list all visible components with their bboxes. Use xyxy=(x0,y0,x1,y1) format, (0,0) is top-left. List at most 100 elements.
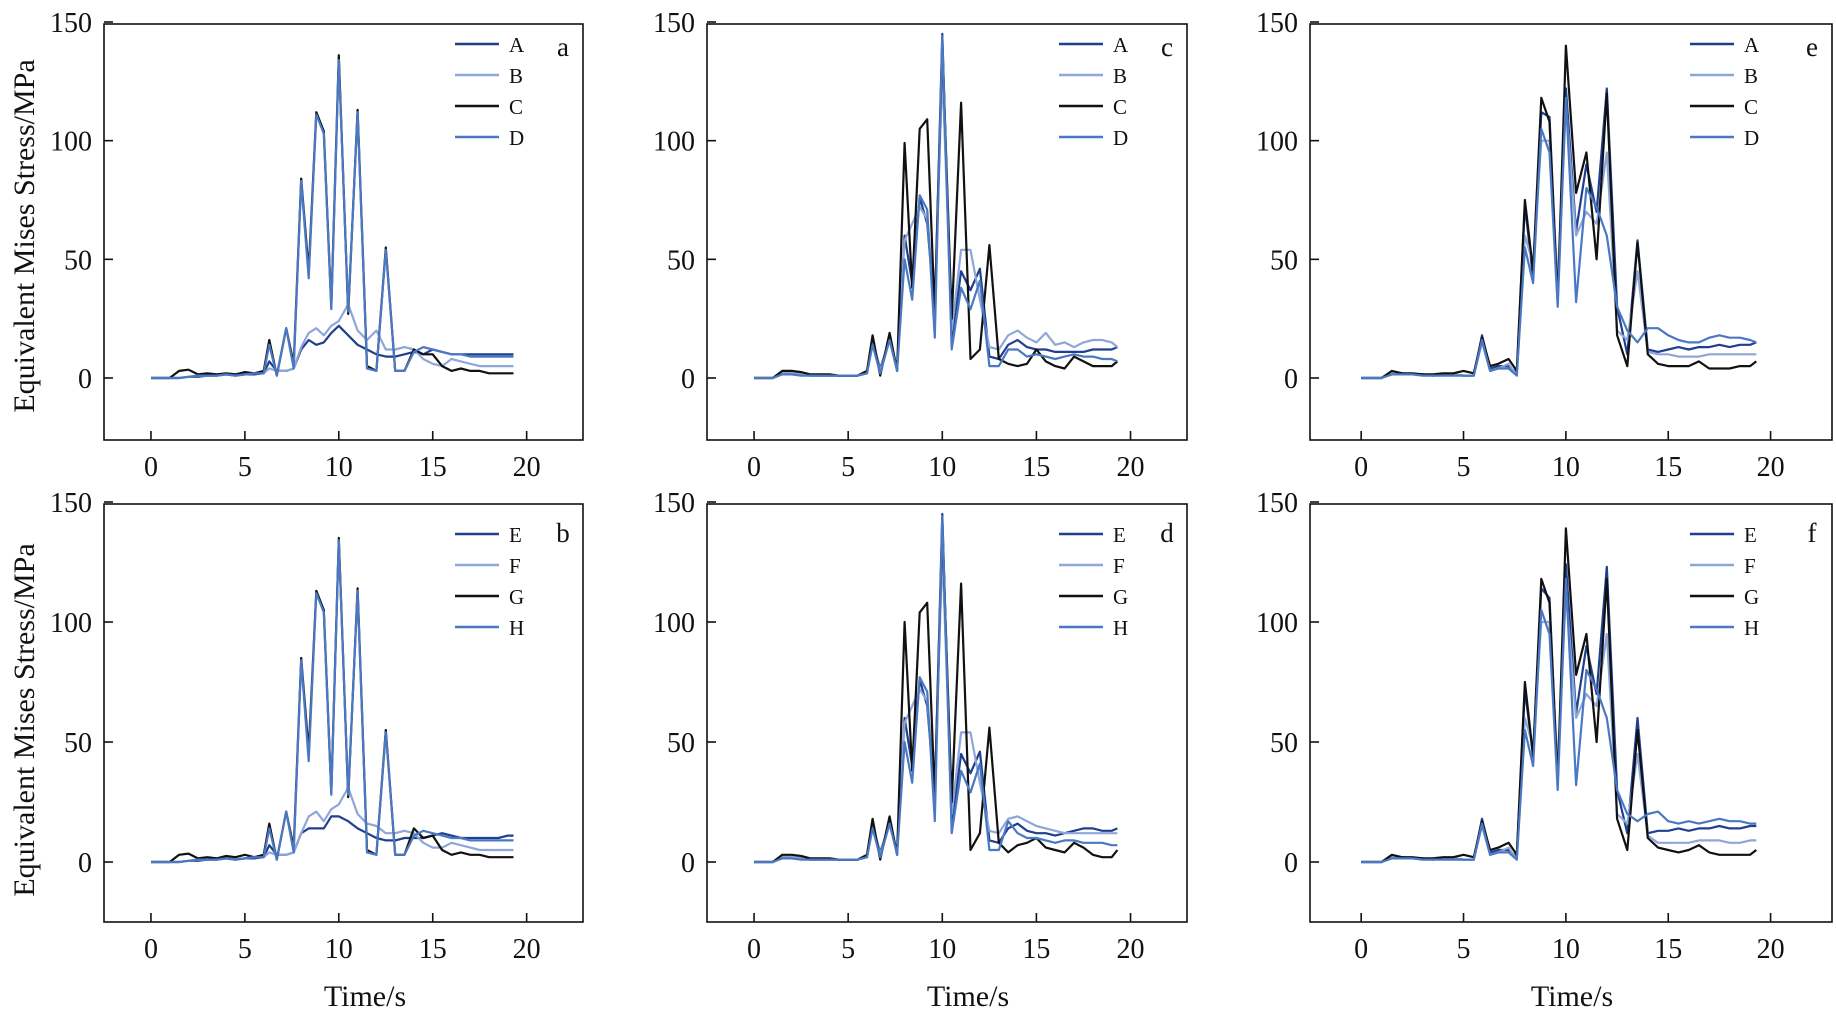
legend-label-g: G xyxy=(1744,585,1759,609)
series-line-c xyxy=(1361,44,1757,380)
legend-label-e: E xyxy=(1113,523,1126,547)
y-tick-label: 0 xyxy=(681,848,695,879)
y-tick-label: 50 xyxy=(667,728,695,759)
series-line-a xyxy=(1361,87,1757,380)
y-tick-label: 100 xyxy=(653,127,695,158)
y-tick-label: 150 xyxy=(653,8,695,39)
legend-label-f: F xyxy=(1744,554,1756,578)
x-tick-label: 5 xyxy=(1457,452,1471,483)
legend-label-g: G xyxy=(509,585,524,609)
x-tick-label: 20 xyxy=(513,452,541,483)
plot-frame xyxy=(706,23,1188,441)
legend-label-c: C xyxy=(1744,95,1758,119)
y-tick-label: 100 xyxy=(653,608,695,639)
x-tick-label: 10 xyxy=(928,934,956,965)
legend-label-b: B xyxy=(1744,64,1758,88)
x-tick-label: 20 xyxy=(1757,452,1785,483)
legend-label-a: A xyxy=(1113,33,1129,57)
x-tick-label: 15 xyxy=(1654,934,1682,965)
y-tick-label: 50 xyxy=(64,245,92,276)
x-tick-label: 0 xyxy=(1354,934,1368,965)
x-tick-label: 15 xyxy=(1022,452,1050,483)
series-line-h xyxy=(1361,577,1757,864)
x-tick-label: 20 xyxy=(1117,452,1145,483)
series-line-b xyxy=(151,303,514,380)
y-tick-label: 150 xyxy=(653,488,695,519)
legend-label-d: D xyxy=(1113,126,1128,150)
legend-label-g: G xyxy=(1113,585,1128,609)
series-line-h xyxy=(754,515,1118,864)
legend-label-h: H xyxy=(1744,616,1759,640)
series-line-c xyxy=(151,54,514,380)
y-axis-title: Equivalent Mises Stress/MPa xyxy=(8,543,41,896)
y-tick-label: 50 xyxy=(667,245,695,276)
x-tick-label: 10 xyxy=(325,934,353,965)
panel-letter: c xyxy=(1161,32,1173,62)
legend-label-e: E xyxy=(1744,523,1757,547)
x-tick-label: 5 xyxy=(1457,934,1471,965)
legend-label-a: A xyxy=(509,33,525,57)
plot-frame xyxy=(1309,23,1833,441)
y-tick-label: 100 xyxy=(1256,127,1298,158)
series-line-f xyxy=(151,786,514,864)
y-tick-label: 100 xyxy=(50,127,92,158)
plot-frame xyxy=(1309,503,1833,923)
y-tick-label: 0 xyxy=(681,364,695,395)
x-tick-label: 0 xyxy=(747,934,761,965)
legend-label-f: F xyxy=(509,554,521,578)
x-tick-label: 10 xyxy=(1552,452,1580,483)
y-tick-label: 100 xyxy=(1256,608,1298,639)
x-axis-title: Time/s xyxy=(927,980,1009,1013)
series-line-g xyxy=(1361,527,1757,864)
y-tick-label: 50 xyxy=(1270,728,1298,759)
legend-label-c: C xyxy=(1113,95,1127,119)
x-tick-label: 20 xyxy=(1757,934,1785,965)
series-line-d xyxy=(754,35,1118,380)
legend-label-d: D xyxy=(1744,126,1759,150)
plot-frame xyxy=(706,503,1188,923)
y-tick-label: 150 xyxy=(50,488,92,519)
x-tick-label: 20 xyxy=(513,934,541,965)
legend-label-b: B xyxy=(509,64,523,88)
legend-label-e: E xyxy=(509,523,522,547)
legend-label-c: C xyxy=(509,95,523,119)
y-tick-label: 50 xyxy=(64,728,92,759)
legend-label-h: H xyxy=(509,616,524,640)
legend-label-b: B xyxy=(1113,64,1127,88)
y-axis-title: Equivalent Mises Stress/MPa xyxy=(8,59,41,412)
y-tick-label: 100 xyxy=(50,608,92,639)
series-line-d xyxy=(1361,96,1757,380)
x-axis-title: Time/s xyxy=(1531,980,1613,1013)
y-tick-label: 150 xyxy=(1256,8,1298,39)
legend-label-d: D xyxy=(509,126,524,150)
series-line-e xyxy=(151,815,514,864)
plot-frame xyxy=(103,503,584,923)
series-line-a xyxy=(151,324,514,380)
panel-letter: f xyxy=(1808,518,1817,548)
series-line-d xyxy=(151,58,514,380)
x-tick-label: 15 xyxy=(419,934,447,965)
x-tick-label: 10 xyxy=(325,452,353,483)
x-tick-label: 20 xyxy=(1117,934,1145,965)
y-tick-label: 0 xyxy=(1284,364,1298,395)
panel-letter: a xyxy=(557,32,569,62)
x-tick-label: 15 xyxy=(1654,452,1682,483)
x-tick-label: 0 xyxy=(1354,452,1368,483)
y-tick-label: 150 xyxy=(50,8,92,39)
x-tick-label: 5 xyxy=(841,934,855,965)
panel-letter: e xyxy=(1806,32,1818,62)
legend-label-f: F xyxy=(1113,554,1125,578)
x-tick-label: 5 xyxy=(841,452,855,483)
x-tick-label: 5 xyxy=(238,934,252,965)
series-line-g xyxy=(151,536,514,864)
x-tick-label: 0 xyxy=(144,452,158,483)
legend-label-h: H xyxy=(1113,616,1128,640)
series-line-h xyxy=(151,539,514,864)
